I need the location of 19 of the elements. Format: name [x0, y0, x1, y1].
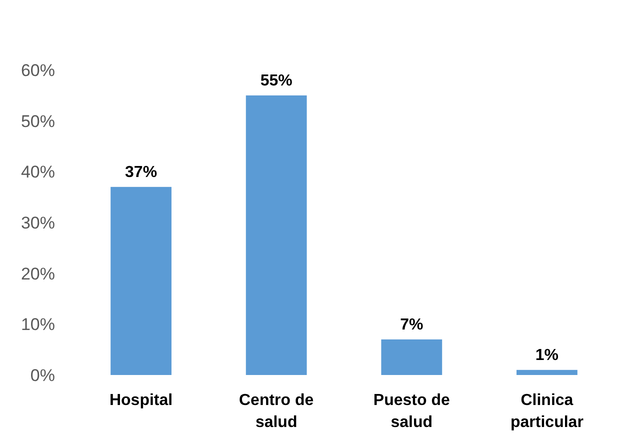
y-tick-label: 30%	[20, 213, 55, 232]
bar	[516, 370, 578, 375]
y-tick-label: 10%	[20, 315, 55, 334]
y-tick-label: 0%	[30, 366, 55, 385]
x-tick-label: Hospital	[109, 392, 173, 409]
data-label: 55%	[260, 72, 292, 90]
y-tick-label: 40%	[20, 162, 55, 182]
y-tick-label: 60%	[20, 60, 55, 80]
data-label: 1%	[535, 346, 559, 364]
x-tick-label: Centro de salud	[239, 392, 314, 431]
data-label: 7%	[400, 316, 424, 334]
bar	[246, 95, 307, 375]
x-tick-label: Puesto de salud	[373, 392, 450, 431]
bar	[381, 339, 442, 375]
x-tick-label: Clinica particular	[510, 392, 584, 431]
bar	[110, 186, 172, 375]
y-tick-label: 20%	[20, 264, 55, 284]
y-tick-label: 50%	[20, 112, 55, 131]
data-label: 37%	[125, 164, 158, 181]
